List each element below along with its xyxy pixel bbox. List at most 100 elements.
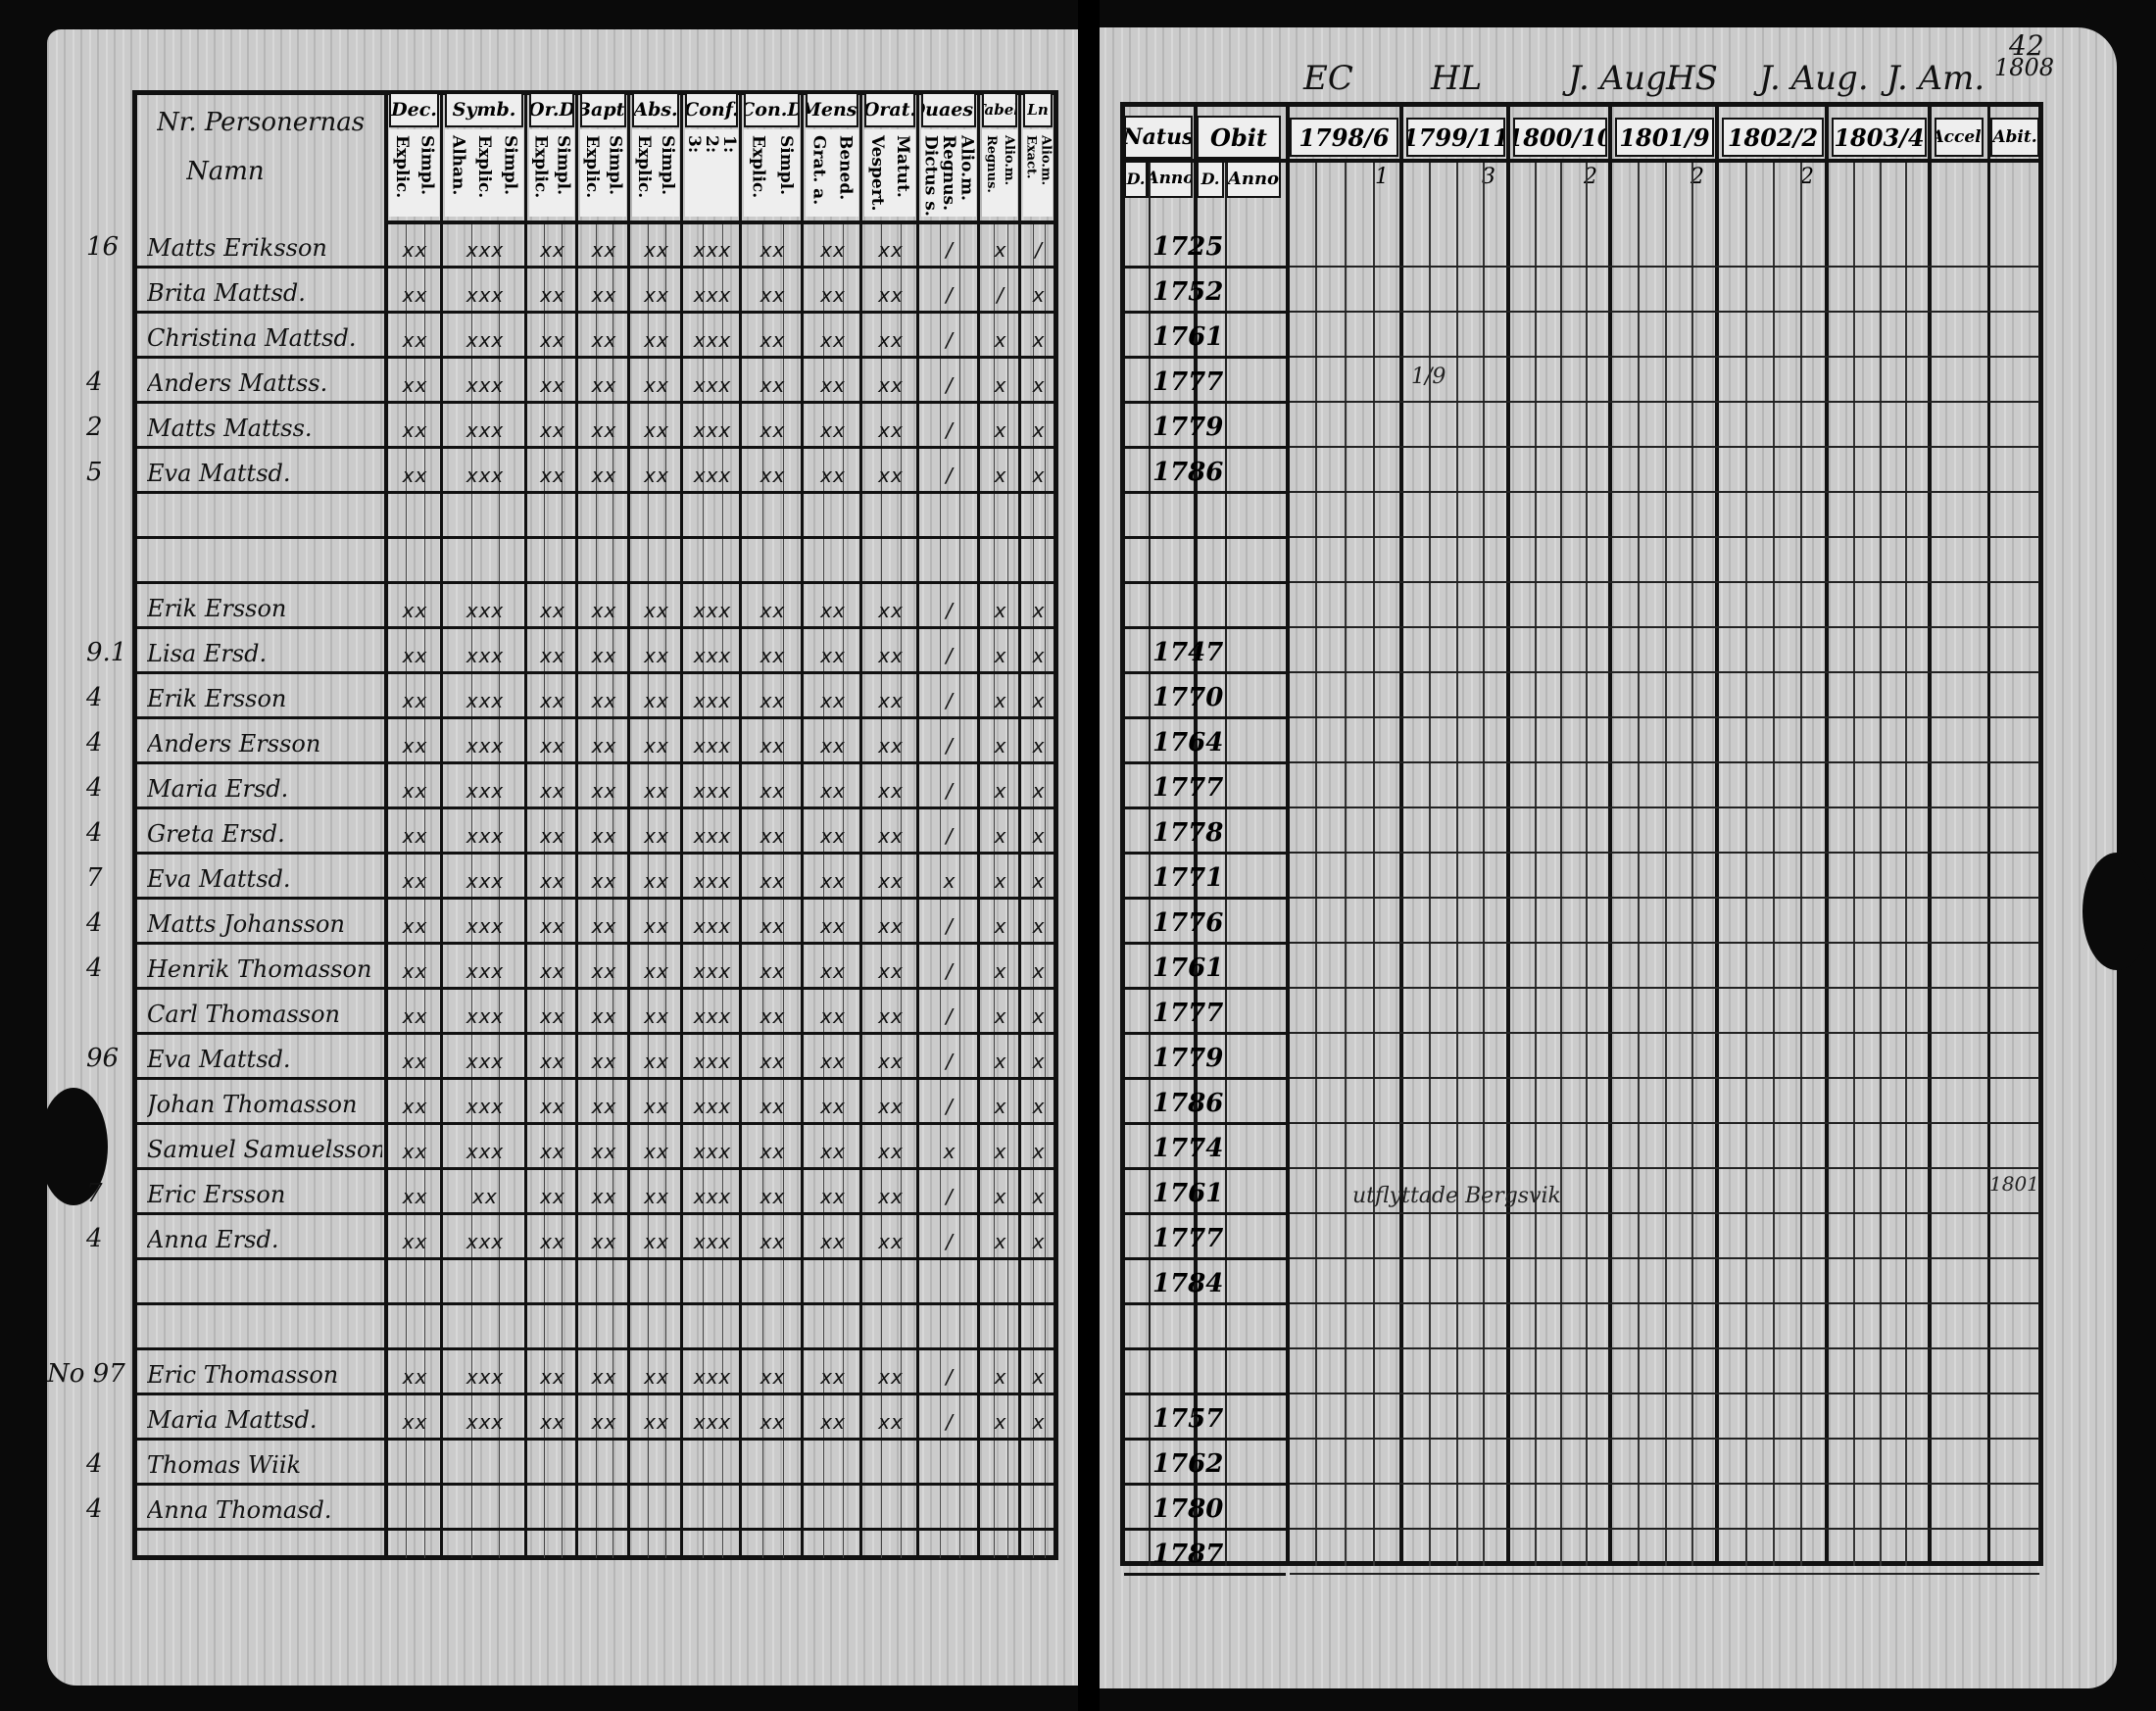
column-subheader: Regnus. bbox=[939, 129, 958, 217]
name-header: Nr. Personernas bbox=[157, 108, 366, 137]
column-divider bbox=[524, 90, 527, 1560]
year-divider bbox=[1506, 102, 1510, 1566]
row-rule-wide bbox=[1290, 1302, 2039, 1304]
birth-year: 1762 bbox=[1152, 1449, 1224, 1479]
person-name: Eric Ersson bbox=[147, 1181, 286, 1208]
column-rule bbox=[762, 220, 763, 1558]
examination-mark: xxx bbox=[693, 1140, 732, 1163]
column-subheader: 2: bbox=[703, 129, 720, 217]
examination-mark: xx bbox=[820, 779, 846, 803]
column-divider bbox=[739, 90, 742, 1560]
examination-mark: xx bbox=[878, 418, 904, 442]
examination-mark: xx bbox=[591, 959, 617, 983]
examination-mark: xxx bbox=[466, 1410, 505, 1434]
obit-anno-header: Anno bbox=[1226, 159, 1281, 198]
column-rule bbox=[703, 220, 704, 1558]
examination-mark: xx bbox=[591, 328, 617, 352]
examination-mark: xx bbox=[402, 1095, 428, 1118]
birth-year: 1787 bbox=[1152, 1540, 1224, 1569]
examination-mark: xxx bbox=[466, 1365, 505, 1389]
examination-mark: x bbox=[994, 418, 1007, 442]
examination-mark: xxx bbox=[466, 599, 505, 622]
examination-mark: xx bbox=[760, 914, 786, 938]
row-rule-wide bbox=[1290, 897, 2039, 899]
row-rule-wide bbox=[1290, 491, 2039, 493]
year-divider bbox=[1825, 102, 1829, 1566]
column-rule bbox=[722, 220, 723, 1558]
row-rule bbox=[1124, 1167, 1286, 1170]
examination-mark: / bbox=[946, 1230, 954, 1253]
header-rule bbox=[1120, 159, 2043, 163]
examination-mark: x bbox=[994, 824, 1007, 848]
obit-header: Obit bbox=[1197, 116, 1281, 159]
examination-mark: xx bbox=[591, 734, 617, 758]
row-rule bbox=[1124, 1212, 1286, 1215]
examination-mark: xx bbox=[591, 373, 617, 397]
row-rule-wide bbox=[1290, 1032, 2039, 1034]
person-name: Christina Mattsd. bbox=[147, 324, 357, 352]
birth-year: 1777 bbox=[1152, 999, 1224, 1028]
row-rule bbox=[137, 1167, 1056, 1170]
examination-mark: xx bbox=[820, 283, 846, 307]
abit-header: Abit. bbox=[1990, 118, 2039, 157]
examination-mark: x bbox=[1032, 734, 1046, 758]
row-rule-wide bbox=[1290, 1528, 2039, 1530]
row-rule-wide bbox=[1290, 716, 2039, 718]
examination-mark: / bbox=[946, 734, 954, 758]
examination-mark: x bbox=[1032, 1365, 1046, 1389]
row-rule bbox=[1124, 401, 1286, 404]
year-subnote: 2 bbox=[1800, 165, 1814, 189]
examination-mark: xx bbox=[644, 1230, 669, 1253]
year-divider bbox=[1399, 102, 1403, 1566]
margin-note: 2 bbox=[86, 413, 103, 442]
row-rule-wide bbox=[1290, 1122, 2039, 1124]
examination-mark: xx bbox=[878, 464, 904, 487]
examination-mark: xx bbox=[760, 283, 786, 307]
examination-mark: / bbox=[946, 1095, 954, 1118]
examination-mark: xx bbox=[402, 959, 428, 983]
examination-mark: x bbox=[994, 869, 1007, 893]
row-rule bbox=[137, 807, 1056, 809]
year-rule bbox=[1904, 159, 1907, 1566]
person-name: Carl Thomasson bbox=[147, 1001, 340, 1028]
examination-mark: xx bbox=[591, 1185, 617, 1208]
column-rule bbox=[648, 220, 649, 1558]
column-subheader: Vespert. bbox=[864, 129, 890, 217]
column-header: Con.D bbox=[744, 92, 800, 127]
examination-mark: xxx bbox=[693, 238, 732, 262]
person-name: Anna Thomasd. bbox=[147, 1496, 332, 1524]
person-name: Henrik Thomasson bbox=[147, 955, 372, 983]
row-rule bbox=[1124, 1257, 1286, 1260]
margin-note: 16 bbox=[86, 232, 120, 262]
examination-mark: xxx bbox=[693, 418, 732, 442]
examination-mark: xx bbox=[820, 1140, 846, 1163]
margin-note: 4 bbox=[86, 818, 103, 848]
examination-mark: xx bbox=[644, 328, 669, 352]
examination-mark: xx bbox=[760, 644, 786, 667]
column-subheader: Matut. bbox=[890, 129, 915, 217]
row-rule-wide bbox=[1290, 311, 2039, 313]
column-rule bbox=[406, 220, 407, 1558]
person-name: Anders Ersson bbox=[147, 730, 321, 758]
column-divider bbox=[916, 90, 919, 1560]
examination-mark: xx bbox=[820, 959, 846, 983]
year-divider bbox=[1928, 102, 1932, 1566]
examination-mark: xx bbox=[760, 779, 786, 803]
row-rule bbox=[137, 716, 1056, 719]
examination-mark: / bbox=[1035, 238, 1043, 262]
year-rule bbox=[1373, 159, 1376, 1566]
person-name: Matts Johansson bbox=[147, 910, 345, 938]
margin-note: No 97 bbox=[47, 1359, 125, 1389]
year-divider bbox=[1715, 102, 1719, 1566]
examination-mark: x bbox=[1032, 689, 1046, 712]
year-header: 1800/10 bbox=[1513, 118, 1607, 157]
examination-mark: / bbox=[946, 328, 954, 352]
examination-mark: xx bbox=[820, 869, 846, 893]
row-rule bbox=[1124, 852, 1286, 855]
examination-mark: xx bbox=[472, 1185, 498, 1208]
row-rule bbox=[137, 671, 1056, 674]
examination-mark: xx bbox=[591, 464, 617, 487]
examination-mark: xx bbox=[540, 328, 565, 352]
row-rule bbox=[1124, 1483, 1286, 1486]
header-annotation: J. Am. bbox=[1886, 59, 1985, 98]
